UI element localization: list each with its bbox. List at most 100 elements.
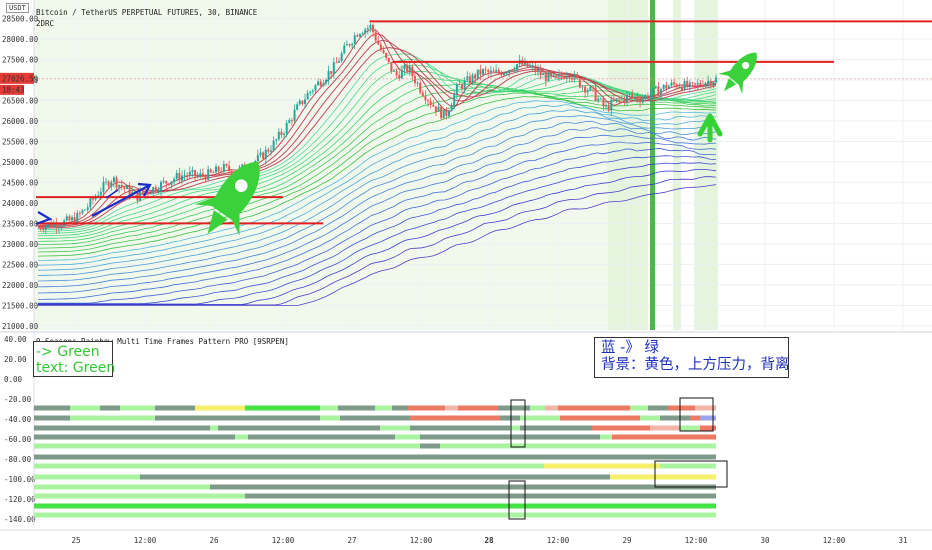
heatmap-segment	[520, 425, 592, 431]
candle-body	[513, 70, 516, 71]
candle-body	[474, 74, 477, 79]
candle-body	[680, 86, 683, 91]
candle-body	[123, 186, 126, 189]
indicator-y-tick-label: -60.00	[4, 435, 32, 444]
candle-body	[508, 70, 511, 74]
x-tick-label: 12:00	[134, 536, 157, 545]
candle-body	[39, 225, 42, 228]
candle-body	[256, 155, 259, 161]
candle-body	[542, 73, 545, 76]
heatmap-segment	[612, 434, 716, 440]
candle-body	[84, 209, 87, 211]
candle-body	[421, 92, 424, 97]
y-tick-label: 22500.00	[2, 260, 39, 269]
x-tick-label: 25	[71, 536, 80, 545]
candle-body	[432, 104, 435, 107]
candle-body	[71, 217, 74, 221]
candle-body	[563, 76, 566, 79]
candle-body	[568, 76, 571, 79]
heatmap-segment	[640, 425, 650, 431]
bg-region	[673, 0, 681, 330]
indicator-title: 9 Seasons Rainbow Multi Time Frames Patt…	[36, 337, 289, 346]
heatmap-segment	[700, 425, 716, 431]
candle-body	[476, 69, 479, 79]
candle-body	[332, 62, 335, 74]
heatmap-segment	[120, 405, 155, 411]
heatmap-segment	[498, 405, 530, 411]
candle-body	[290, 120, 293, 121]
candle-body	[60, 226, 63, 228]
candle-body	[625, 95, 628, 102]
candle-body	[167, 183, 170, 186]
indicator-y-tick-label: -100.00	[4, 475, 36, 484]
candle-body	[455, 84, 458, 95]
candle-body	[275, 139, 278, 141]
ribbon-band	[37, 141, 717, 300]
candle-body	[631, 94, 634, 97]
candle-body	[262, 152, 265, 160]
candle-body	[353, 35, 356, 44]
candle-body	[139, 191, 142, 201]
candle-body	[623, 98, 626, 102]
candle-body	[683, 80, 686, 91]
candle-body	[403, 64, 406, 70]
heatmap-segment	[210, 425, 218, 431]
candle-body	[183, 175, 186, 176]
candle-body	[665, 84, 668, 89]
y-tick-label: 26000.00	[2, 117, 39, 126]
candle-body	[217, 166, 220, 172]
candle-body	[68, 216, 71, 221]
candle-body	[696, 83, 699, 85]
candle-body	[52, 223, 55, 227]
candle-body	[715, 77, 717, 83]
highlight-box	[654, 460, 728, 488]
candle-body	[704, 83, 707, 87]
heatmap-segment	[34, 503, 716, 509]
drawings	[35, 52, 757, 236]
candle-body	[615, 98, 618, 101]
candle-body	[516, 64, 519, 71]
candle-body	[306, 93, 309, 100]
candle-body	[712, 82, 715, 86]
candle-body	[112, 177, 115, 183]
y-tick-label: 25500.00	[2, 137, 39, 146]
candle-body	[314, 85, 317, 91]
x-tick-label: 12:00	[685, 536, 708, 545]
candle-body	[110, 182, 113, 187]
candle-body	[309, 91, 312, 94]
candle-body	[372, 24, 375, 33]
candle-body	[215, 166, 218, 173]
rocket-window	[742, 61, 750, 70]
candle-body	[424, 96, 427, 101]
indicator-y-tick-label: -40.00	[4, 415, 32, 424]
candle-body	[468, 76, 471, 84]
y-tick-label: 25000.00	[2, 158, 39, 167]
candle-body	[419, 82, 422, 93]
candle-body	[293, 109, 296, 121]
candle-body	[534, 65, 537, 73]
candle-body	[65, 216, 68, 221]
candle-body	[526, 61, 529, 67]
heatmap-segment	[445, 405, 458, 411]
x-tick-label: 31	[898, 536, 907, 545]
heatmap-segment	[648, 405, 668, 411]
heatmap-segment	[544, 463, 660, 469]
candle-body	[636, 96, 639, 100]
heatmap-segment	[420, 434, 600, 440]
candle-body	[573, 74, 576, 80]
candle-body	[194, 170, 197, 177]
candle-body	[461, 84, 464, 89]
green-up-arrow-icon	[697, 113, 723, 143]
candle-body	[536, 69, 539, 73]
candle-body	[607, 105, 610, 111]
candle-body	[411, 66, 414, 77]
note-blue-line2: 背景：黄色，上方压力，背离	[601, 357, 790, 373]
candle-body	[76, 212, 79, 224]
note-green: -> Green text: Green	[33, 341, 115, 377]
candle-body	[44, 225, 47, 230]
indicator-y-tick-label: -80.00	[4, 455, 32, 464]
candle-body	[628, 94, 631, 96]
candle-body	[330, 71, 333, 74]
candle-body	[547, 72, 550, 81]
candle-body	[99, 191, 102, 196]
